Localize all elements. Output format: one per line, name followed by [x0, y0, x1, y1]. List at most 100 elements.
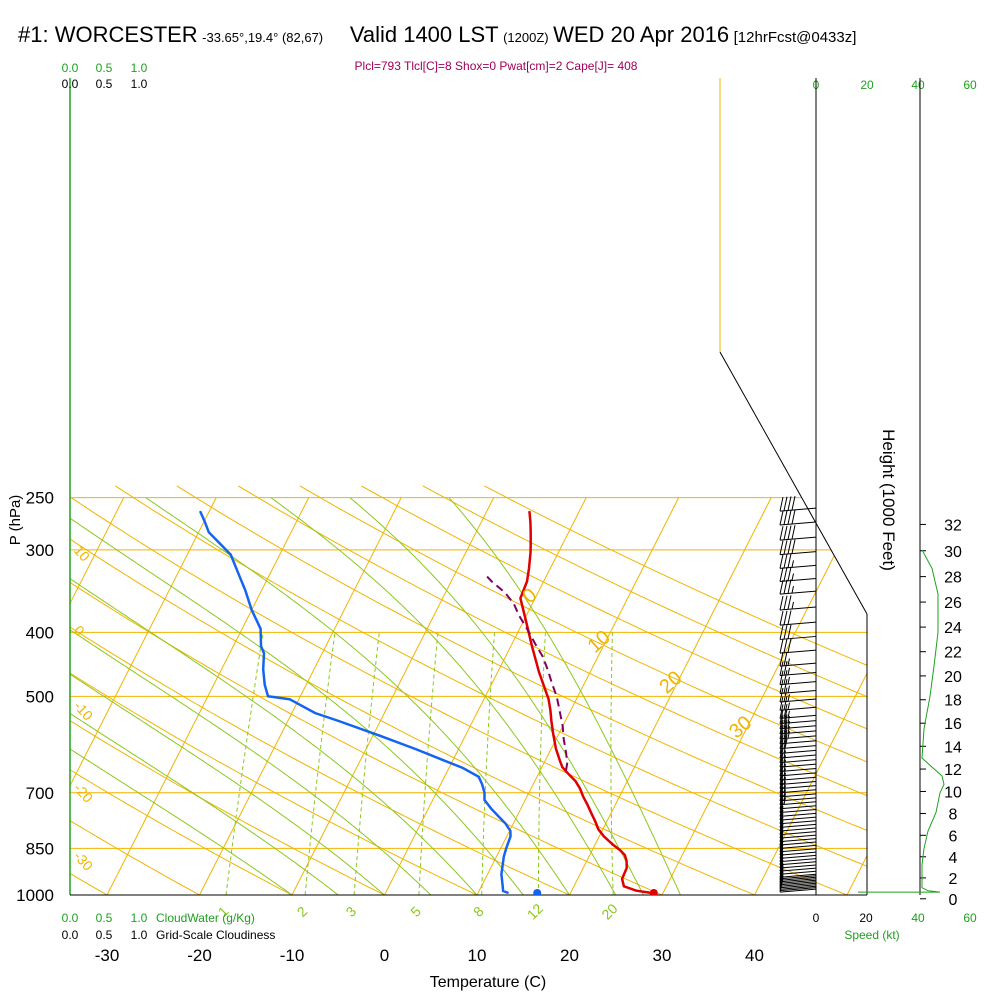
wind-barb-staff	[779, 881, 817, 886]
wind-barb-staff	[779, 772, 817, 777]
wind-barb-flag	[787, 553, 792, 568]
wind-barb-flag	[783, 638, 788, 653]
valid-date: WED 20 Apr 2016	[553, 22, 730, 47]
dry-adiabat-line	[70, 485, 570, 895]
valid-time: Valid 1400 LST	[349, 22, 499, 47]
height-tick-label: 10	[944, 784, 962, 801]
moist-adiabat-line	[270, 497, 617, 895]
wind-barb-half-flag	[787, 694, 790, 702]
wind-barb-flag	[779, 766, 784, 781]
stability-indices: Plcl=793 Tlcl[C]=8 Shox=0 Pwat[cm]=2 Cap…	[355, 59, 638, 73]
dry-adiabat-line	[0, 486, 15, 895]
wind-barb-staff	[779, 763, 817, 768]
wind-barb	[779, 860, 817, 875]
wind-barb-staff	[779, 875, 817, 880]
wind-barb	[779, 679, 817, 694]
wind-barb-staff	[779, 858, 817, 863]
wind-barb-staff	[779, 730, 817, 735]
dry-adiabat-line	[70, 485, 755, 895]
wind-barb-half-flag	[787, 658, 790, 666]
wind-barb-half-flag	[783, 793, 786, 801]
wind-barb-flag	[779, 790, 784, 805]
isotherm-line	[199, 497, 402, 895]
wind-barb-staff	[779, 876, 817, 881]
wind-barb-flag	[783, 579, 788, 594]
dry-adiabat-line	[238, 485, 867, 895]
wind-barb-flag	[779, 496, 784, 512]
mixing-ratio-label: 5	[407, 903, 424, 920]
wind-barb-half-flag	[783, 785, 786, 793]
height-tick-label: 28	[944, 570, 962, 587]
wind-barb-staff	[779, 834, 817, 839]
wind-barb	[779, 595, 817, 611]
wind-barb-flag	[779, 748, 784, 763]
wind-barb-half-flag	[791, 560, 794, 568]
wind-barb	[779, 752, 817, 768]
wind-barb-staff	[779, 780, 817, 785]
wind-barb-staff	[779, 831, 817, 836]
dry-adiabat-label: -30	[71, 848, 97, 874]
wind-barb-flag	[787, 539, 792, 555]
isotherm-line	[106, 497, 310, 895]
wind-barb-half-flag	[787, 721, 790, 729]
wind-barb-staff	[779, 606, 817, 611]
moist-adiabat-line	[70, 497, 478, 895]
wind-barb-flag	[783, 724, 788, 739]
wind-barb-flag	[783, 729, 788, 744]
wind-barb	[779, 525, 817, 541]
station-coords: -33.65°,19.4° (82,67)	[202, 30, 324, 45]
height-tick-label: 18	[944, 693, 962, 710]
cloudwater-scale-top: 0.5	[96, 61, 113, 75]
temperature-axis-label: Temperature (C)	[430, 974, 546, 991]
isotherm-line	[476, 497, 680, 895]
wind-barb-staff	[779, 809, 817, 814]
wind-barb-half-flag	[783, 781, 786, 789]
wind-barb-staff	[779, 507, 817, 512]
wind-barb-staff	[779, 870, 817, 875]
height-tick-label: 0	[949, 892, 958, 909]
wind-barb-staff	[779, 801, 817, 806]
wind-barb	[779, 661, 817, 677]
wind-barb-half-flag	[783, 772, 786, 780]
height-tick-label: 2	[949, 871, 958, 888]
moist-adiabat-line	[70, 497, 339, 895]
wind-barb-half-flag	[783, 750, 786, 758]
mixing-ratio-label: 2	[294, 903, 311, 920]
utc-time: (1200Z)	[503, 30, 549, 45]
wind-barb-flag	[783, 709, 788, 724]
temperature-tick-label: 10	[468, 946, 487, 965]
cloudwater-scale-top: 0.0	[62, 61, 79, 75]
speed-axis-label: Speed (kt)	[844, 928, 899, 942]
wind-barb-flag	[791, 539, 796, 554]
wind-barb-staff	[779, 797, 817, 802]
wind-barb-flag	[791, 509, 796, 525]
wind-barb	[779, 738, 817, 754]
forecast-label: [12hrFcst@0433z]	[733, 29, 857, 46]
height-tick-label: 26	[944, 595, 962, 612]
wind-barb-flag	[783, 679, 788, 694]
wind-barb	[779, 624, 817, 640]
speed-tick-label: 40	[911, 911, 925, 925]
chart-frame	[69, 78, 868, 896]
wind-barb-flag	[779, 743, 784, 759]
wind-barb-flag	[783, 695, 788, 711]
wind-barb	[779, 703, 817, 719]
wind-barb-staff	[779, 759, 817, 764]
cloudiness-scale-bottom: 1.0	[131, 928, 148, 942]
wind-barb-flag	[783, 510, 788, 525]
temperature-tick-label: 40	[745, 946, 764, 965]
temperature-tick-label: -20	[187, 946, 212, 965]
wind-barb-flag	[779, 704, 784, 719]
wind-barb-staff	[779, 590, 817, 595]
wind-barb	[779, 766, 817, 781]
mixing-ratio-label: 8	[470, 903, 487, 920]
wind-barb-flag	[779, 729, 784, 744]
pressure-tick-label: 300	[26, 541, 54, 560]
dry-adiabat-line	[70, 485, 663, 895]
wind-barb-staff	[779, 789, 817, 794]
dry-adiabat-line	[70, 485, 200, 895]
wind-barb-flag	[787, 624, 792, 639]
cloudwater-scale-bottom: 1.0	[131, 911, 148, 925]
moisture-profile-line	[858, 549, 945, 893]
parcel-line	[484, 573, 569, 771]
